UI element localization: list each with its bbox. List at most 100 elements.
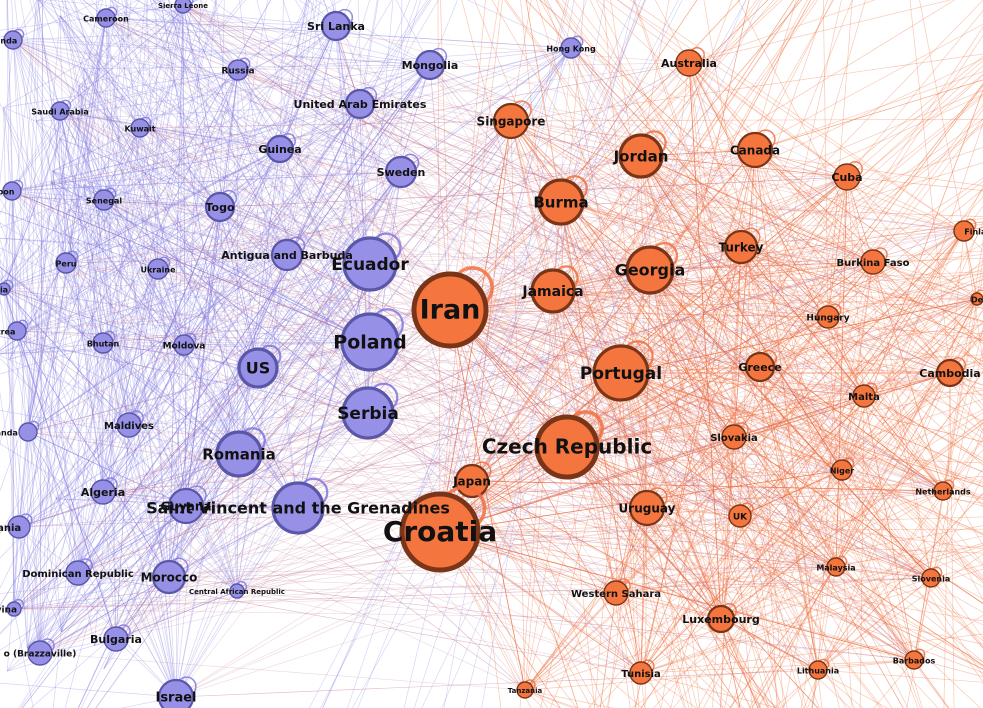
node-czech-republic[interactable] (534, 410, 604, 480)
edge-1736 (183, 120, 512, 346)
edge-1498 (439, 246, 742, 533)
node-georgia[interactable] (625, 241, 679, 295)
node-central-african-republic[interactable] (229, 580, 248, 599)
edge-750 (103, 199, 117, 640)
node-uganda[interactable] (3, 28, 25, 50)
node-israel[interactable] (157, 676, 197, 708)
node-poland[interactable] (340, 308, 404, 372)
edge-796 (688, 62, 865, 397)
node-kuwait[interactable] (130, 116, 152, 138)
edge-1545 (620, 372, 932, 579)
node-bulgaria[interactable] (103, 624, 131, 652)
node-western-sahara[interactable] (603, 578, 631, 606)
node-iran[interactable] (411, 266, 494, 349)
edge-1916 (39, 298, 978, 654)
edge-703 (125, 0, 170, 578)
node-eritrea[interactable] (7, 319, 29, 341)
node-rwanda[interactable] (18, 420, 40, 442)
node-jamaica[interactable] (530, 265, 579, 314)
node-govina[interactable] (6, 598, 25, 617)
node-cameroon[interactable] (96, 6, 118, 28)
node-o-brazzaville[interactable] (27, 638, 55, 666)
node-morocco[interactable] (151, 557, 189, 595)
edge-1211 (759, 83, 983, 368)
edge-125 (78, 103, 361, 708)
node-lithuania[interactable] (808, 658, 830, 680)
edge-1493 (439, 531, 915, 661)
node-uk[interactable] (728, 502, 754, 528)
node-niger[interactable] (831, 457, 855, 481)
node-maldives[interactable] (116, 410, 144, 438)
node-guinea[interactable] (265, 133, 296, 164)
node-label-central-african-republic: Central African Republic (189, 588, 285, 596)
node-luxembourg[interactable] (706, 603, 737, 634)
node-bhutan[interactable] (92, 330, 116, 354)
node-cambodia[interactable] (935, 357, 966, 388)
edge-521 (27, 342, 104, 433)
node-saint-vincent-and-the-grenadines[interactable] (271, 477, 329, 535)
node-greece[interactable] (744, 349, 778, 383)
node-antigua-and-barbuda[interactable] (270, 236, 306, 272)
node-mongolia[interactable] (414, 47, 448, 81)
node-ecuador[interactable] (342, 232, 402, 292)
node-tunisia[interactable] (629, 659, 655, 685)
edge-59 (157, 25, 337, 270)
node-ukraine[interactable] (147, 256, 171, 280)
node-sierra-leone[interactable] (174, 0, 194, 14)
edge-224 (0, 190, 13, 215)
edge-1923 (279, 148, 829, 318)
node-united-arab-emirates[interactable] (344, 86, 378, 120)
node-gabon[interactable] (2, 179, 24, 201)
node-malaysia[interactable] (826, 555, 848, 577)
node-hong-kong[interactable] (560, 35, 584, 59)
node-senegal[interactable] (93, 187, 117, 211)
node-moldova[interactable] (173, 332, 197, 356)
node-burma[interactable] (537, 175, 588, 226)
node-slovenia[interactable] (921, 566, 943, 588)
node-guyana[interactable] (167, 485, 207, 525)
node-barbados[interactable] (904, 648, 926, 670)
edge-445 (65, 262, 371, 343)
node-peru[interactable] (55, 250, 79, 274)
node-singapore[interactable] (492, 100, 532, 140)
edge-1765 (59, 110, 622, 374)
node-finland[interactable] (953, 218, 977, 242)
node-russia[interactable] (227, 57, 251, 81)
edge-1929 (369, 230, 965, 265)
node-netherlands[interactable] (933, 479, 955, 501)
node-malta[interactable] (852, 382, 878, 408)
node-serbia[interactable] (341, 382, 399, 440)
edge-793 (688, 62, 865, 397)
node-uruguay[interactable] (628, 487, 668, 527)
node-tanzania[interactable] (516, 679, 536, 699)
node-label-guyana: Guyana (161, 500, 212, 514)
node-canada[interactable] (736, 129, 776, 169)
node-saudi-arabia[interactable] (50, 99, 72, 121)
node-circle (560, 37, 582, 59)
node-dominican-republic[interactable] (65, 558, 93, 586)
edge-1653 (640, 188, 983, 674)
node-turkey[interactable] (723, 227, 761, 265)
node-label-albania: Albania (0, 523, 21, 534)
node-romania[interactable] (215, 427, 266, 478)
node-algeria[interactable] (90, 477, 118, 505)
edge-454 (183, 341, 371, 346)
node-de[interactable] (970, 289, 983, 306)
node-sri-lanka[interactable] (320, 8, 354, 42)
node-togo[interactable] (204, 189, 238, 223)
node-hungary[interactable] (816, 303, 842, 329)
node-ia[interactable] (0, 279, 14, 296)
edge-34 (12, 39, 61, 139)
node-australia[interactable] (675, 47, 705, 77)
node-albania[interactable] (7, 513, 33, 539)
node-croatia[interactable] (399, 485, 487, 573)
node-sweden[interactable] (384, 153, 420, 189)
node-portugal[interactable] (592, 340, 654, 402)
node-circle (90, 479, 116, 505)
node-jordan[interactable] (618, 130, 667, 179)
node-slovakia[interactable] (721, 422, 749, 450)
node-cuba[interactable] (833, 161, 863, 191)
edge-586 (102, 0, 146, 493)
node-burkina-faso[interactable] (860, 247, 888, 275)
node-us[interactable] (237, 344, 282, 389)
